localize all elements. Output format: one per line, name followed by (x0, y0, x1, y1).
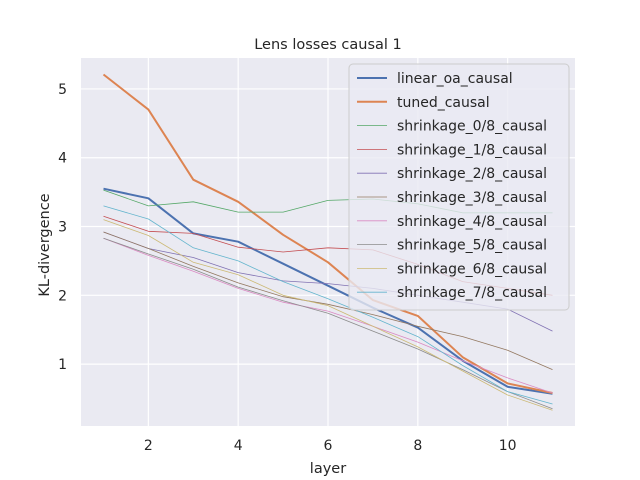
legend-label: shrinkage_1/8_causal (397, 142, 547, 158)
legend-label: tuned_causal (397, 95, 490, 111)
legend-label: shrinkage_2/8_causal (397, 166, 547, 182)
x-tick-label: 6 (324, 438, 333, 454)
legend-box (348, 63, 570, 311)
series-line-1 (102, 73, 553, 394)
x-tick-label: 10 (499, 438, 517, 454)
legend-label: shrinkage_6/8_causal (397, 261, 547, 277)
legend-label: shrinkage_7/8_causal (397, 285, 547, 301)
y-axis-label: KL-divergence (37, 193, 53, 296)
legend-label: shrinkage_4/8_causal (397, 214, 547, 230)
series-line-7 (103, 237, 553, 410)
legend: linear_oa_causal tuned_causal shrinkage_0/… (348, 63, 570, 311)
series-line-9 (103, 205, 553, 405)
series-line-6 (103, 237, 553, 394)
y-tick-label: 5 (58, 82, 67, 98)
y-tick-label: 3 (58, 220, 67, 236)
y-tick-labels: 1 2 3 4 5 (58, 82, 67, 373)
x-axis-label: layer (310, 461, 346, 477)
chart-title: Lens losses causal 1 (254, 37, 402, 53)
x-tick-labels: 2 4 6 8 10 (144, 438, 517, 454)
x-tick-label: 2 (144, 438, 153, 454)
y-tick-label: 4 (58, 151, 67, 167)
legend-label: shrinkage_5/8_causal (397, 238, 547, 254)
legend-label: shrinkage_3/8_causal (397, 190, 547, 206)
legend-label: linear_oa_causal (397, 71, 513, 87)
y-tick-label: 1 (58, 357, 67, 373)
y-tick-label: 2 (58, 288, 67, 304)
x-tick-label: 4 (234, 438, 243, 454)
series-line-0 (103, 187, 553, 395)
legend-label: shrinkage_0/8_causal (397, 119, 547, 135)
series-line-5 (103, 231, 553, 370)
x-tick-label: 8 (413, 438, 422, 454)
series-line-8 (103, 219, 553, 411)
